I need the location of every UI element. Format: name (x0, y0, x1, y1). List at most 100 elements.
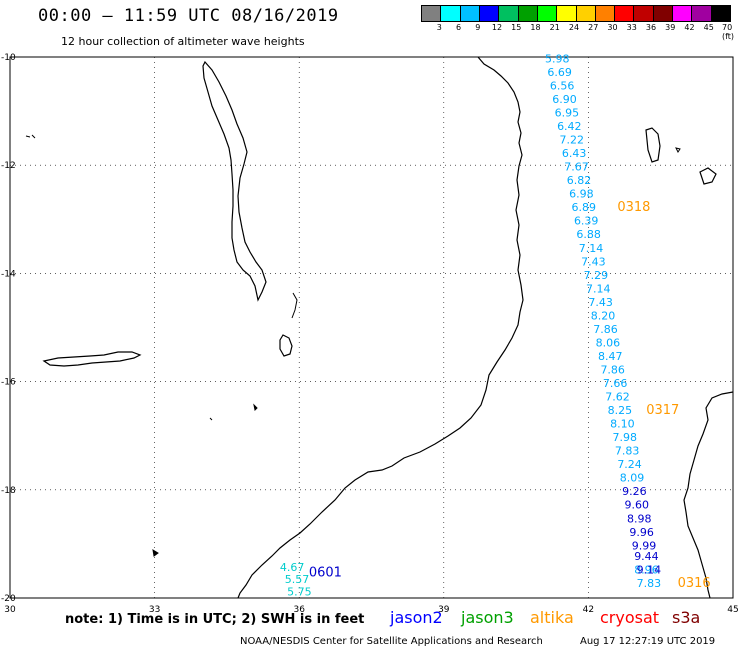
swh-value: 7.43 (581, 255, 606, 268)
swh-value: 8.96 (634, 564, 659, 577)
swh-value: 6.42 (557, 120, 582, 133)
color-swatch (595, 6, 616, 21)
swh-value: 7.98 (613, 431, 638, 444)
color-scale-label: 45 (703, 23, 714, 32)
swh-value: 9.60 (625, 499, 650, 512)
swh-value: 4.67 (280, 561, 305, 574)
color-scale-label: 3 (436, 23, 442, 32)
swh-value: 7.67 (564, 161, 589, 174)
map-grid: 30 33 36 39 42 45 -10 -12 -14 -16 -18 -20 (1, 53, 739, 615)
longitude-tick-label: 30 (4, 605, 16, 615)
longitude-tick-label: 42 (583, 605, 594, 615)
color-scale-label: 33 (626, 23, 637, 32)
longitude-tick-label: 36 (293, 605, 305, 615)
satellite-jason2: jason2 (390, 608, 443, 627)
pass-label: 0601 (309, 565, 342, 580)
satellite-cryosat: cryosat (600, 608, 660, 627)
color-scale-label: 36 (645, 23, 657, 32)
satellite-s3a: s3a (672, 608, 701, 627)
map-subtitle: 12 hour collection of altimeter wave hei… (61, 35, 305, 48)
latitude-tick-label: -18 (1, 486, 16, 496)
color-swatch (537, 6, 558, 21)
swh-value: 5.98 (545, 52, 570, 65)
color-scale-label: 24 (568, 23, 580, 32)
color-swatch (653, 6, 674, 21)
swh-value: 8.47 (598, 350, 623, 363)
swh-value: 7.14 (586, 282, 611, 295)
color-swatch (441, 6, 461, 21)
lake-malawi (202, 60, 267, 302)
swh-value: 6.98 (569, 188, 594, 201)
swh-value: 5.75 (287, 585, 312, 598)
swh-value: 6.89 (572, 201, 597, 214)
color-swatch (615, 6, 635, 21)
latitude-tick-label: -16 (1, 378, 16, 388)
color-scale-labels: 3 6 9 12 15 18 21 24 27 30 33 36 39 42 45 70 (ft) (430, 23, 734, 41)
credit-line: NOAA/NESDIS Center for Satellite Applica… (240, 636, 543, 647)
swh-value: 7.22 (559, 134, 584, 147)
mayotte (699, 167, 717, 185)
swh-value: 9.99 (632, 539, 657, 552)
satellite-jason3: jason3 (461, 608, 514, 627)
swh-value: 6.39 (574, 215, 599, 228)
swh-value: 6.90 (552, 93, 577, 106)
color-scale-label: 18 (530, 23, 541, 32)
speck-3 (152, 549, 159, 557)
swh-value: 8.10 (610, 418, 635, 431)
longitude-tick-label: 39 (438, 605, 450, 615)
lake-chilwa (279, 334, 293, 357)
swh-value: 6.95 (555, 107, 580, 120)
swh-value: 7.86 (600, 363, 625, 376)
pass-label: 0316 (678, 576, 711, 591)
swh-value: 6.69 (547, 66, 572, 79)
swh-value: 8.98 (627, 512, 652, 525)
color-scale-label: 70 (ft) (721, 23, 735, 41)
swh-value: 8.20 (591, 309, 616, 322)
swh-value: 6.43 (562, 147, 587, 160)
color-swatch (634, 6, 654, 21)
color-scale-label: 39 (665, 23, 676, 32)
comoros-small (675, 147, 681, 153)
color-scale-label: 6 (455, 23, 462, 32)
generated-timestamp: Aug 17 12:27:19 UTC 2019 (580, 636, 716, 647)
swh-value: 9.96 (629, 526, 654, 539)
lake-kariba (42, 351, 142, 367)
swh-value: 9.44 (634, 550, 659, 563)
island-west (25, 134, 36, 139)
color-swatch (499, 6, 519, 21)
color-scale-label: 30 (607, 23, 618, 32)
map-frame (9, 56, 734, 599)
swh-value: 7.86 (593, 323, 618, 336)
color-swatch (422, 6, 442, 21)
color-swatch (711, 6, 730, 21)
swh-value: 8.06 (596, 336, 621, 349)
swh-value: 8.09 (620, 472, 645, 485)
color-scale-label: 12 (491, 23, 503, 32)
swh-value: 7.29 (584, 269, 609, 282)
color-swatch (460, 6, 480, 21)
pass-label: 0317 (646, 403, 679, 418)
longitude-tick-label: 33 (149, 605, 160, 615)
footnote: note: 1) Time is in UTC; 2) SWH is in fe… (65, 612, 365, 627)
swh-value: 5.57 (285, 573, 310, 586)
latitude-tick-label: -14 (1, 269, 16, 279)
swh-value: 7.83 (615, 445, 640, 458)
swh-value: 7.83 (637, 577, 662, 590)
pass-label: 0318 (617, 200, 650, 215)
color-swatch (557, 6, 577, 21)
color-swatch (479, 6, 500, 21)
swh-value: 7.43 (588, 296, 613, 309)
latitude-tick-label: -20 (1, 594, 16, 604)
color-scale-bar (421, 5, 731, 22)
speck-2 (209, 417, 213, 421)
swh-value: 6.82 (567, 174, 592, 187)
color-scale-label: 21 (549, 23, 560, 32)
color-swatch (692, 6, 712, 21)
swh-observations: 5.986.696.566.906.956.427.226.437.676.82… (280, 52, 661, 598)
swh-value: 9.14 (637, 564, 662, 577)
madagascar-coastline (683, 391, 734, 599)
swh-value: 6.56 (550, 79, 575, 92)
color-swatch (673, 6, 693, 21)
swh-value: 6.88 (576, 228, 601, 241)
